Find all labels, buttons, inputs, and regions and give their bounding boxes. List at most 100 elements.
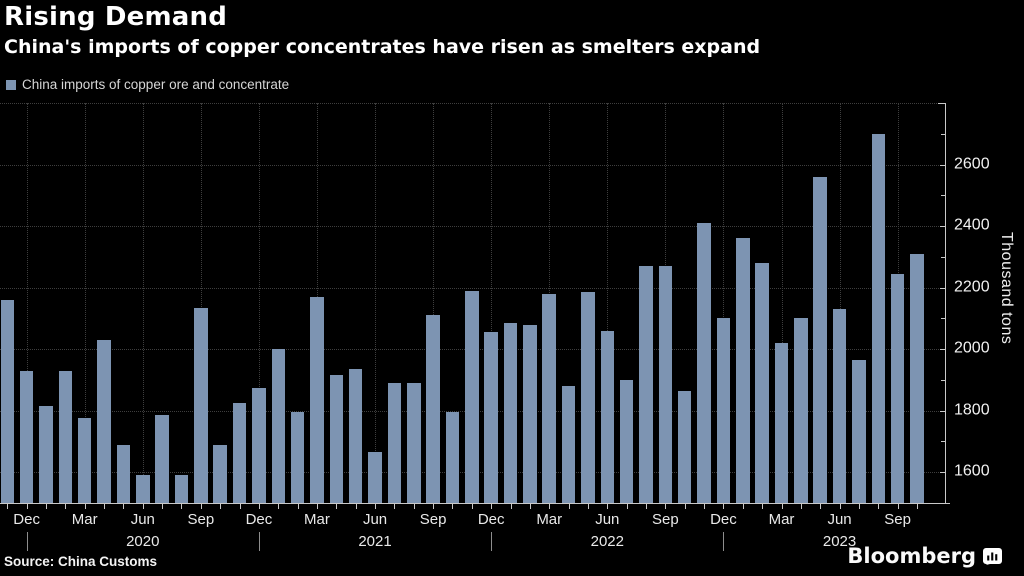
x-month-label: Sep: [652, 511, 679, 528]
bar: [232, 403, 247, 503]
y-axis-tick: [941, 379, 946, 381]
x-month-label: Mar: [304, 511, 330, 528]
x-axis-tick: [433, 504, 435, 509]
x-axis-tick: [84, 504, 86, 509]
x-axis-tick: [646, 504, 647, 509]
bar: [484, 332, 498, 503]
gridline-horizontal: [0, 164, 945, 166]
x-axis: Dec Mar Jun 2020 Sep Dec Mar Jun 2021 Sep Dec Mar Ju…: [0, 503, 1024, 555]
y-axis-top-cap: [938, 103, 946, 104]
x-axis-tick: [104, 504, 106, 509]
x-axis-tick: [123, 504, 125, 509]
x-axis-tick: [471, 504, 473, 509]
bar: [619, 379, 634, 503]
bar: [561, 386, 576, 503]
bar: [407, 383, 421, 503]
x-month-label: Jun: [827, 511, 852, 528]
x-axis-tick: [200, 504, 202, 509]
y-axis-tick: [940, 287, 946, 289]
legend-label: China imports of copper ore and concentr…: [22, 77, 290, 92]
y-axis-title: Thousand tons: [998, 232, 1015, 345]
x-axis-tick: [607, 504, 609, 509]
y-axis-tick: [940, 410, 946, 412]
bar: [97, 339, 111, 503]
bar: [852, 359, 866, 503]
x-month-label: Sep: [187, 511, 215, 528]
y-axis: 1600 1800 2000 2200 2400 2600: [938, 103, 1024, 503]
x-month-label: Dec: [477, 511, 505, 528]
bar: [523, 324, 537, 503]
x-month-label: Mar: [536, 511, 563, 528]
gridline-vertical: [258, 103, 260, 503]
gridline-vertical: [491, 103, 493, 503]
y-axis-tick: [941, 256, 946, 258]
gridline-horizontal: [0, 103, 945, 104]
x-axis-tick: [162, 504, 164, 509]
x-month-label: Sep: [884, 511, 911, 528]
bar: [155, 415, 169, 503]
x-month-label: Dec: [245, 511, 273, 528]
x-axis-tick: [239, 504, 241, 509]
year-label: 2023: [822, 533, 857, 550]
bar: [252, 387, 266, 503]
gridline-vertical: [781, 103, 783, 503]
bar: [348, 369, 363, 503]
chart-subtitle: China's imports of copper concentrates h…: [4, 36, 761, 58]
y-axis-tick: [941, 133, 946, 135]
bloomberg-logo: Bloomberg: [847, 544, 1002, 568]
x-axis-tick: [7, 504, 9, 509]
y-axis-tick: [941, 441, 946, 443]
bloomberg-chart-bubble-icon: [983, 547, 1002, 565]
x-axis-tick: [394, 504, 396, 509]
bar: [581, 292, 595, 503]
bar: [271, 349, 286, 503]
x-axis-tick: [181, 504, 183, 509]
gridline-horizontal: [0, 226, 945, 228]
bar: [445, 412, 460, 503]
x-axis-tick: [762, 504, 764, 509]
x-axis-tick: [278, 504, 280, 509]
y-tick-label: 2400: [954, 216, 990, 234]
x-month-label: Jun: [595, 511, 620, 528]
y-tick-label: 1800: [954, 401, 990, 419]
bar: [58, 370, 73, 503]
x-axis-tick: [491, 504, 493, 509]
x-axis-tick: [839, 504, 841, 509]
gridline-vertical: [26, 103, 28, 503]
year-label: 2021: [358, 533, 392, 550]
x-axis-tick: [878, 504, 880, 509]
x-axis-tick: [858, 504, 860, 509]
y-axis-tick: [940, 164, 946, 166]
x-axis-tick: [568, 504, 570, 509]
bar: [910, 253, 924, 503]
bar: [194, 307, 208, 503]
bar: [677, 390, 692, 503]
bar: [39, 406, 53, 503]
bar: [368, 452, 382, 503]
x-axis-tick: [336, 504, 338, 509]
x-axis-tick: [355, 504, 357, 509]
x-axis-tick: [316, 504, 318, 509]
bar: [774, 343, 789, 503]
y-axis-tick: [940, 226, 946, 228]
bar: [832, 309, 847, 503]
bar: [116, 444, 131, 503]
bar: [290, 412, 305, 503]
x-month-label: Sep: [419, 511, 447, 528]
x-axis-tick: [684, 504, 686, 509]
bar: [19, 370, 34, 503]
x-axis-tick: [529, 504, 531, 509]
x-axis-tick: [781, 504, 783, 509]
bar: [813, 176, 827, 503]
x-axis-tick: [510, 504, 512, 509]
bar: [77, 418, 92, 503]
bar: [755, 263, 769, 503]
x-month-label: Dec: [710, 511, 737, 528]
x-axis-tick: [742, 504, 744, 509]
x-axis-tick: [587, 504, 589, 509]
y-tick-label: 2200: [954, 278, 990, 296]
x-axis-tick: [46, 504, 47, 509]
y-tick-label: 2000: [954, 339, 990, 357]
x-axis-tick: [665, 504, 667, 509]
